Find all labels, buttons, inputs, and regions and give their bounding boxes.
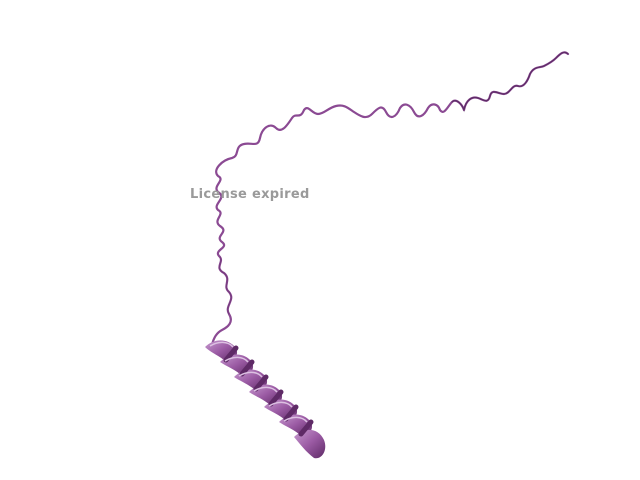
coil-shadow: [451, 51, 569, 113]
alpha-helix: [205, 340, 326, 459]
license-watermark: License expired: [190, 187, 310, 202]
coil-shadow-mid: [218, 256, 232, 315]
